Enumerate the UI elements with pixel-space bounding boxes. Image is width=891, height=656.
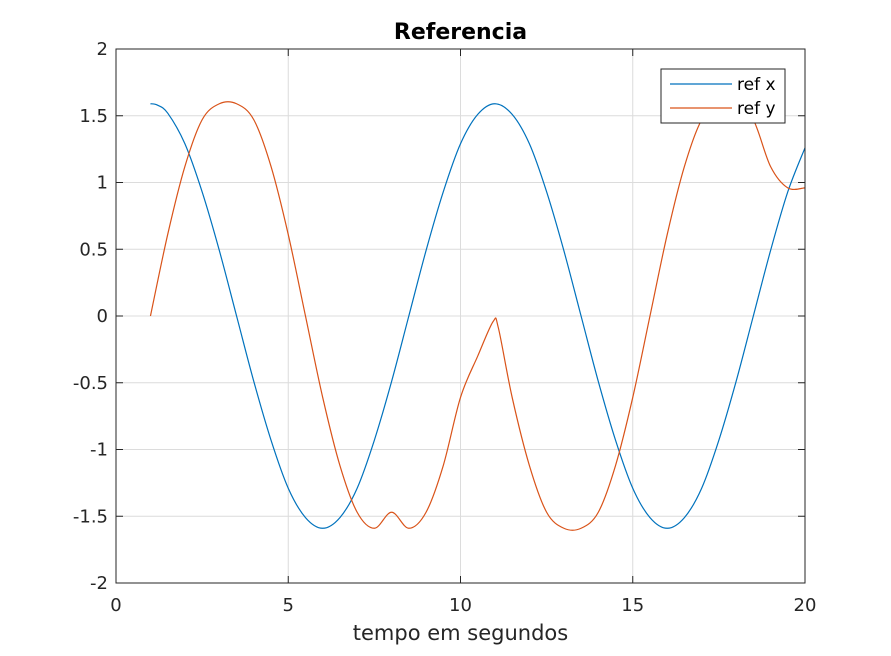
y-tick-label: -1.5 (73, 506, 108, 527)
y-tick-label: 0 (97, 306, 108, 327)
y-tick-label: -0.5 (73, 373, 108, 394)
series-line-ref-x (150, 103, 806, 529)
y-tick-label: 0.5 (79, 239, 108, 260)
x-tick-label: 0 (110, 595, 121, 616)
legend: ref x ref y (660, 68, 786, 124)
y-tick-label: 1 (97, 173, 108, 194)
x-tick-label: 5 (283, 595, 294, 616)
legend-label-ref-y: ref y (737, 99, 776, 119)
x-tick-label: 20 (794, 595, 817, 616)
y-tick-label: 2 (97, 39, 108, 60)
ticks: 0 5 10 15 20 -2 -1.5 -1 -0.5 0 0.5 1 1.5 2 (73, 39, 817, 616)
chart-title: Referencia (394, 20, 527, 45)
y-tick-label: -2 (90, 573, 108, 594)
y-tick-label: -1 (90, 440, 108, 461)
y-tick-label: 1.5 (79, 106, 108, 127)
series-layer (149, 101, 806, 531)
x-tick-label: 10 (449, 595, 472, 616)
series-line-ref-y (149, 101, 806, 531)
legend-box (660, 68, 786, 124)
x-axis-label: tempo em segundos (353, 621, 568, 645)
x-tick-label: 15 (621, 595, 644, 616)
legend-label-ref-x: ref x (737, 75, 776, 95)
